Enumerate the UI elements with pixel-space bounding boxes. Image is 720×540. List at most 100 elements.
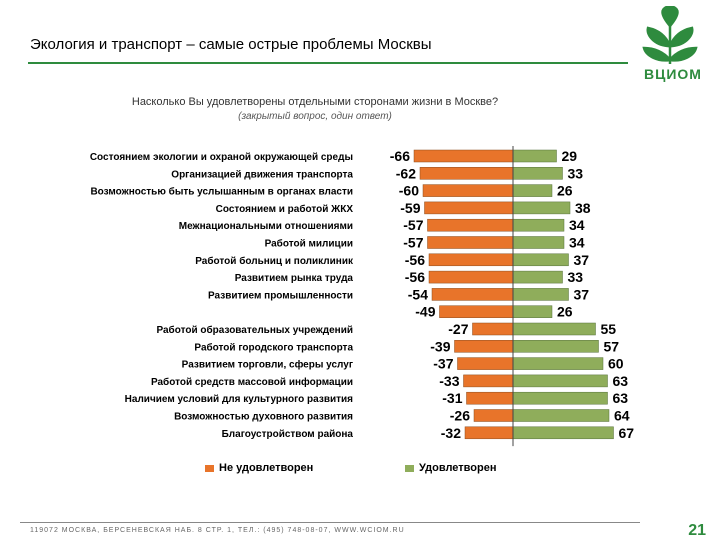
data-label-positive: 29 <box>562 148 578 164</box>
page-title: Экология и транспорт – самые острые проб… <box>30 36 432 53</box>
bar-negative <box>431 288 514 301</box>
bar-negative <box>424 201 514 215</box>
bar-positive <box>512 149 557 163</box>
category-label: Возможностью духовного развития <box>174 412 353 423</box>
bar-positive <box>512 236 565 249</box>
bar-negative <box>466 391 514 405</box>
data-label-negative: -56 <box>405 269 425 285</box>
category-label: Межнациональными отношениями <box>179 221 353 232</box>
category-label: Развитием промышленности <box>208 290 353 301</box>
data-label-negative: -49 <box>415 304 435 320</box>
bar-negative <box>439 305 514 318</box>
data-label-negative: -31 <box>442 390 462 406</box>
data-label-positive: 37 <box>574 286 590 302</box>
data-label-positive: 57 <box>604 338 620 354</box>
data-label-negative: -26 <box>450 408 470 424</box>
legend-label-negative: Не удовлетворен <box>219 462 314 474</box>
bar-negative <box>427 218 514 232</box>
category-label: Возможностью быть услышанным в органах в… <box>90 186 353 198</box>
bar-positive <box>512 201 571 215</box>
data-label-negative: -33 <box>439 373 459 389</box>
bar-positive <box>512 391 608 405</box>
category-label: Состоянием экологии и охраной окружающей… <box>90 152 353 163</box>
data-label-negative: -37 <box>433 356 453 372</box>
bar-negative <box>428 270 514 284</box>
data-label-positive: 33 <box>568 165 584 181</box>
wciom-tree-logo-icon <box>642 6 698 64</box>
bar-positive <box>512 322 596 336</box>
legend-item-negative: Не удовлетворен <box>205 462 313 474</box>
data-label-positive: 34 <box>569 235 585 251</box>
bar-negative <box>413 149 514 163</box>
data-label-positive: 55 <box>601 321 617 337</box>
bar-positive <box>512 270 563 284</box>
footer-divider <box>20 522 640 523</box>
data-label-negative: -59 <box>400 200 420 216</box>
bar-positive <box>512 357 604 370</box>
data-label-positive: 63 <box>613 390 629 406</box>
category-label: Работой образовательных учреждений <box>156 324 353 336</box>
bar-positive <box>512 218 565 232</box>
category-label: Состоянием и работой ЖКХ <box>216 203 354 215</box>
data-label-positive: 60 <box>608 356 624 372</box>
survey-question: Насколько Вы удовлетворены отдельными ст… <box>131 96 499 108</box>
bar-negative <box>463 374 514 388</box>
data-label-negative: -56 <box>405 252 425 268</box>
bar-positive <box>512 167 563 180</box>
category-label: Работой милиции <box>265 238 353 250</box>
data-label-positive: 38 <box>575 200 591 216</box>
title-divider <box>28 62 628 64</box>
category-label: Развитием торговли, сферы услуг <box>182 359 353 371</box>
category-label: Работой городского транспорта <box>194 341 353 353</box>
data-label-negative: -27 <box>448 321 468 337</box>
bar-negative <box>472 322 514 336</box>
data-label-negative: -62 <box>396 165 416 181</box>
legend-item-positive: Удовлетворен <box>405 462 497 474</box>
bar-positive <box>512 409 610 422</box>
data-label-positive: 37 <box>574 252 590 268</box>
bar-negative <box>422 184 514 197</box>
category-label: Работой больниц и поликлиник <box>195 255 354 267</box>
data-label-positive: 67 <box>619 425 635 441</box>
bar-positive <box>512 184 553 197</box>
bar-negative <box>428 253 514 267</box>
bar-positive <box>512 374 608 388</box>
bar-negative <box>454 340 514 353</box>
category-label: Развитием рынка труда <box>235 273 354 284</box>
bar-negative <box>457 357 514 370</box>
data-label-negative: -66 <box>390 148 410 164</box>
category-label: Работой средств массовой информации <box>151 376 353 388</box>
data-label-negative: -60 <box>399 183 419 199</box>
bar-negative <box>427 236 514 249</box>
data-label-negative: -54 <box>408 286 428 302</box>
bar-positive <box>512 305 553 318</box>
question-note: (закрытый вопрос, один ответ) <box>238 111 392 122</box>
category-label: Благоустройством района <box>222 429 354 440</box>
bar-negative <box>419 167 514 180</box>
legend-swatch-positive <box>405 464 414 472</box>
legend-swatch-negative <box>205 464 214 472</box>
footer: 119072 МОСКВА, БЕРСЕНЕВСКАЯ НАБ. 8 СТР. … <box>0 522 720 540</box>
data-label-negative: -57 <box>403 235 423 251</box>
bar-negative <box>473 409 514 422</box>
footer-address: 119072 МОСКВА, БЕРСЕНЕВСКАЯ НАБ. 8 СТР. … <box>30 527 405 534</box>
bar-negative <box>464 426 514 440</box>
diverging-bar-chart: -66 29 Состоянием экологии и охраной окруж… <box>90 146 635 447</box>
legend-label-positive: Удовлетворен <box>419 462 497 474</box>
data-label-positive: 26 <box>557 304 573 320</box>
data-label-negative: -39 <box>430 338 450 354</box>
page-number: 21 <box>688 522 706 539</box>
category-label: Организацией движения транспорта <box>171 169 353 180</box>
data-label-positive: 26 <box>557 183 573 199</box>
data-label-negative: -57 <box>403 217 423 233</box>
bar-positive <box>512 426 614 440</box>
data-label-positive: 33 <box>568 269 584 285</box>
data-label-positive: 34 <box>569 217 585 233</box>
category-label: Наличием условий для культурного развити… <box>125 394 353 405</box>
data-label-positive: 64 <box>614 408 630 424</box>
bar-positive <box>512 340 599 353</box>
bar-positive <box>512 253 569 267</box>
logo-text: ВЦИОМ <box>644 66 702 82</box>
data-label-negative: -32 <box>441 425 461 441</box>
data-label-positive: 63 <box>613 373 629 389</box>
